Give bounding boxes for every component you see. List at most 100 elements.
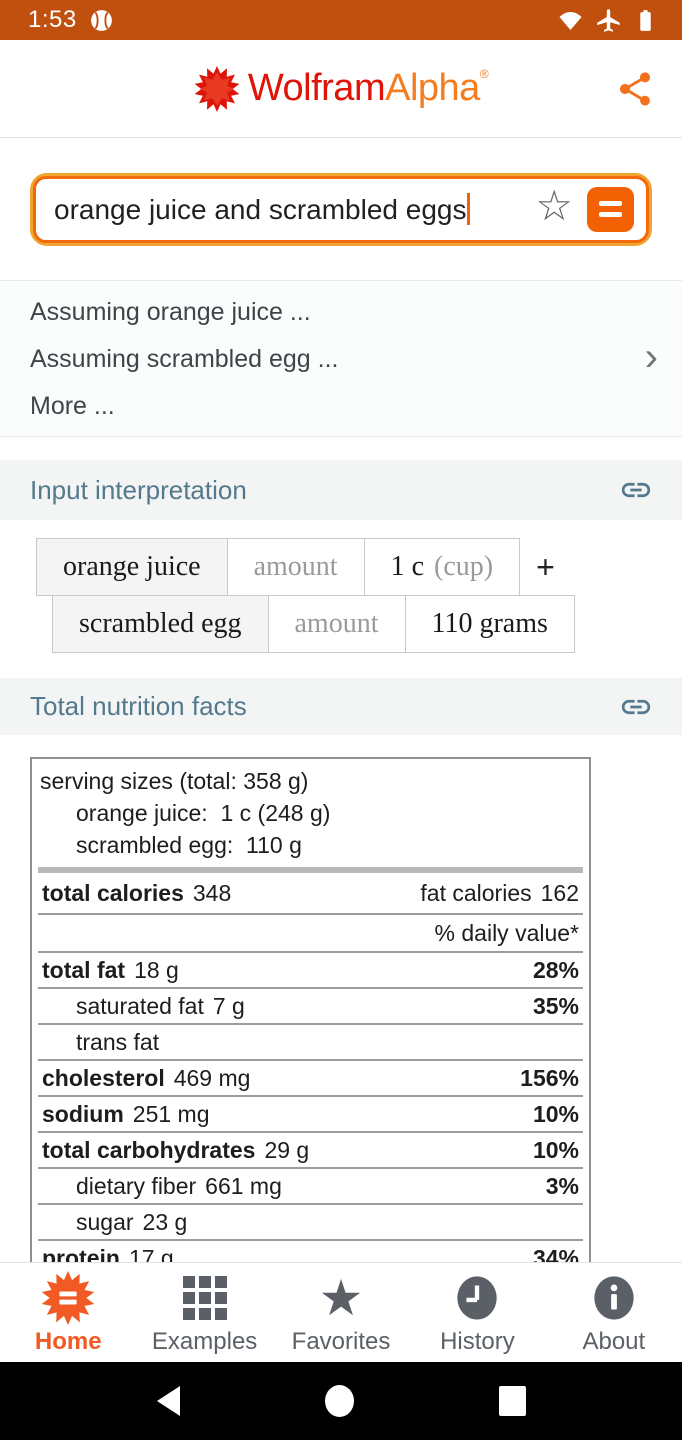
nav-label-history: History [440,1328,515,1355]
status-time: 1:53 [28,6,77,33]
android-navigation-bar [0,1362,682,1440]
equals-icon [599,201,622,206]
nutrition-row-dietary-fiber: dietary fiber 661 mg 3% [76,1172,579,1199]
android-recents-button[interactable] [498,1386,526,1416]
favorites-star-icon: ★ [318,1270,364,1326]
logo-text: WolframAlpha® [248,67,489,110]
search-section: orange juice and scrambled eggs ☆ [0,138,682,280]
nutrition-row-trans-fat: trans fat [76,1028,160,1055]
serving-orange-juice-line: orange juice: 1 c (248 g) [76,799,331,826]
app-header: WolframAlpha® [0,40,682,138]
thick-divider [38,867,583,873]
row-divider [38,1023,583,1025]
food-cell[interactable]: scrambled egg [52,595,269,653]
assumption-label: Assuming orange juice ... [30,298,311,326]
status-icons [557,7,658,34]
logo-alpha-text: Alpha [385,67,480,109]
android-back-button[interactable] [156,1386,180,1416]
row-divider [38,951,583,953]
search-query-text: orange juice and scrambled eggs [54,193,467,225]
assumptions-panel: Assuming orange juice ... Assuming scram… [0,280,682,437]
amount-cell[interactable]: amount [267,595,406,653]
nav-item-about[interactable]: About [546,1263,682,1362]
chevron-right-icon[interactable]: › [644,334,658,379]
search-input[interactable]: orange juice and scrambled eggs [54,192,529,226]
battery-icon [640,9,651,31]
nutrition-row-sugar: sugar 23 g [76,1208,188,1235]
value-note: (cup) [434,551,494,582]
serving-scrambled-egg-line: scrambled egg: 110 g [76,831,302,858]
nav-label-about: About [582,1328,646,1355]
nutrition-row-saturated-fat: saturated fat 7 g 35% [76,992,579,1019]
wolframalpha-logo: WolframAlpha® [194,65,489,112]
amount-label: amount [294,608,379,639]
equals-icon [599,212,622,217]
assumption-label: More ... [30,392,115,420]
plus-sign: + [536,548,555,585]
input-interpretation-pod: orange juice amount 1 c (cup) + scrambled… [0,520,682,678]
food-cell[interactable]: orange juice [36,538,228,596]
row-divider [38,1239,583,1241]
pod-header-input-interpretation: Input interpretation [0,460,682,520]
row-divider [38,913,583,915]
value-cell[interactable]: 110 grams [404,595,575,653]
assumption-orange-juice[interactable]: Assuming orange juice ... [0,289,682,336]
total-calories-label: total calories [42,879,184,906]
amount-cell[interactable]: amount [226,538,365,596]
pod-title: Input interpretation [30,474,247,505]
interpretation-row-orange-juice: orange juice amount 1 c (cup) + [36,538,682,596]
row-divider [38,1167,583,1169]
nutrition-row-total-fat: total fat 18 g 28% [42,956,579,983]
section-gap [0,437,682,460]
value-text: 110 grams [431,608,548,639]
amount-label: amount [253,551,338,582]
assumption-label: Assuming scrambled egg ... [30,345,339,373]
airplane-mode-icon [597,8,620,32]
fat-calories-value: 162 [540,879,579,906]
share-button[interactable] [614,68,656,110]
status-bar: 1:53 [0,0,682,40]
nav-item-home[interactable]: Home [0,1263,136,1362]
nav-label-home: Home [34,1328,102,1355]
nav-item-favorites[interactable]: ★ Favorites [273,1263,409,1362]
interpretation-row-scrambled-egg: scrambled egg amount 110 grams [52,595,682,653]
pod-header-total-nutrition-facts: Total nutrition facts [0,678,682,735]
registered-mark: ® [479,67,489,81]
pod-link-button[interactable] [616,690,656,724]
row-divider [38,1203,583,1205]
search-box-inner: orange juice and scrambled eggs ☆ [33,175,649,243]
daily-value-header-row: % daily value* [434,919,579,946]
nav-label-favorites: Favorites [291,1328,391,1355]
nutrition-row-cholesterol: cholesterol 469 mg 156% [42,1064,579,1091]
row-divider [38,1095,583,1097]
row-divider [38,1059,583,1061]
link-icon [621,482,651,498]
value-cell[interactable]: 1 c (cup) [363,538,521,596]
spikey-logo-icon [194,65,240,112]
home-spikey-icon [41,1271,95,1325]
compute-button[interactable] [587,186,634,232]
history-clock-icon [457,1276,498,1320]
examples-grid-icon [182,1276,227,1320]
nav-label-examples: Examples [151,1328,258,1355]
pod-link-button[interactable] [616,473,656,507]
row-divider [38,1131,583,1133]
assumption-scrambled-egg[interactable]: Assuming scrambled egg ... › [0,336,682,383]
favorite-star-button[interactable]: ☆ [535,182,573,229]
bottom-navigation: Home Examples ★ Favorites History [0,1262,682,1362]
total-calories-value: 348 [192,879,232,906]
nutrition-row-protein: protein 17 g 34% [42,1244,579,1263]
nav-item-examples[interactable]: Examples [136,1263,272,1362]
nutrition-facts-pod: serving sizes (total: 358 g) orange juic… [0,735,682,1262]
calories-row: total calories 348 fat calories 162 [32,873,589,913]
pod-title: Total nutrition facts [30,691,247,721]
notification-ball-icon [90,9,112,31]
nav-item-history[interactable]: History [409,1263,545,1362]
link-icon [621,699,651,714]
nutrition-facts-table: serving sizes (total: 358 g) orange juic… [30,757,591,1262]
search-box: orange juice and scrambled eggs ☆ [30,172,652,246]
nutrition-row-sodium: sodium 251 mg 10% [42,1100,579,1127]
android-home-button[interactable] [324,1385,354,1417]
assumption-more[interactable]: More ... [0,383,682,430]
